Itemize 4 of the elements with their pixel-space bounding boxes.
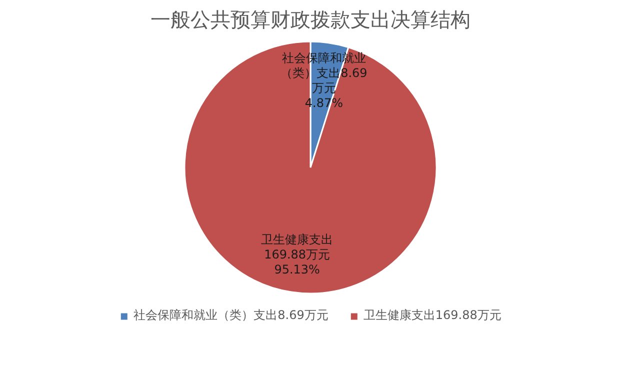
data-label: 卫生健康支出 169.88万元 95.13%: [261, 232, 334, 277]
legend-label: 社会保障和就业（类）支出8.69万元: [134, 307, 328, 324]
chart-title: 一般公共预算财政拨款支出决算结构: [150, 8, 470, 32]
legend-label: 卫生健康支出169.88万元: [363, 307, 502, 324]
